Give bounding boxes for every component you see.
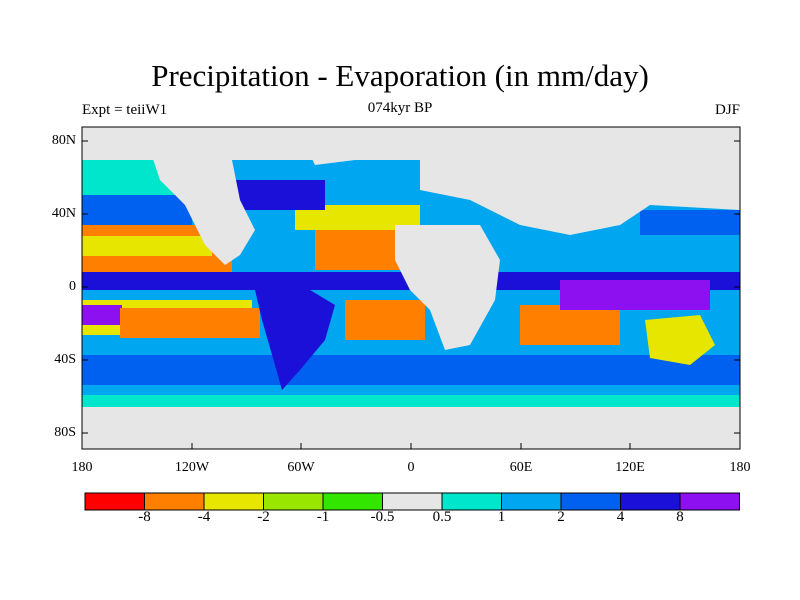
north-america-land — [150, 150, 255, 265]
colorbar-box — [84, 492, 145, 511]
colorbar-box — [382, 492, 443, 511]
kuroshio-wet — [640, 210, 740, 235]
colorbar-box — [620, 492, 681, 511]
lat-tick-label: 80S — [54, 425, 76, 440]
colorbar-label: -8 — [138, 509, 151, 525]
lon-tick-label: 60W — [287, 460, 315, 475]
australia-land — [645, 315, 715, 365]
indian-ocean-dry — [520, 305, 620, 345]
southern-storm-track — [82, 355, 740, 385]
lon-tick-label: 180 — [71, 460, 93, 475]
colorbar-box — [560, 492, 621, 511]
colorbar-label: 4 — [616, 509, 625, 525]
page-title: Precipitation - Evaporation (in mm/day) — [151, 58, 649, 93]
antarctica-region — [82, 405, 740, 449]
south-pacific-core — [120, 308, 260, 338]
map-field — [82, 127, 740, 449]
colorbar-box — [501, 492, 562, 511]
colorbar-box — [144, 492, 205, 511]
eurasia-land — [420, 150, 740, 235]
colorbar-label: 0.5 — [432, 509, 452, 525]
colorbar-label: -0.5 — [370, 509, 395, 525]
lat-tick-marks — [82, 140, 740, 434]
maritime-continent-wet — [560, 280, 710, 310]
colorbar-label: 1 — [497, 509, 506, 525]
greenland-land — [300, 135, 360, 165]
lon-tick-label: 120W — [174, 460, 210, 475]
colorbar-label: 2 — [557, 509, 565, 525]
colorbar-label: -2 — [257, 509, 270, 525]
colorbar-box — [679, 492, 740, 511]
west-pacific-wet — [82, 305, 122, 325]
lat-tick-label: 40N — [51, 206, 76, 221]
lat-tick-label: 80N — [51, 133, 76, 148]
gulf-stream-wet — [235, 180, 325, 210]
lon-tick-marks — [81, 443, 741, 449]
north-pacific-storm — [82, 195, 192, 225]
africa-land — [395, 225, 500, 350]
colorbar-box — [263, 492, 324, 511]
colorbar — [84, 492, 740, 511]
period-label: 074kyr BP — [367, 100, 433, 116]
colorbar-box — [203, 492, 264, 511]
pacific-dry-core — [82, 236, 212, 256]
colorbar-label: -1 — [316, 509, 330, 525]
south-america-land — [255, 290, 335, 390]
lon-tick-label: 180 — [729, 460, 751, 475]
experiment-label: Expt = teiiW1 — [82, 102, 168, 118]
season-label: DJF — [714, 102, 740, 118]
colorbar-box — [441, 492, 502, 511]
lat-tick-label: 0 — [69, 279, 76, 294]
south-atlantic-dry — [345, 300, 425, 340]
southern-ocean-band — [82, 395, 740, 407]
lon-tick-label: 120E — [615, 460, 645, 475]
colorbar-label: -4 — [197, 509, 211, 525]
colorbar-box — [322, 492, 383, 511]
lat-tick-label: 40S — [54, 352, 76, 367]
colorbar-label: 8 — [676, 509, 684, 525]
lon-tick-label: 0 — [407, 460, 415, 475]
lon-tick-label: 60E — [509, 460, 533, 475]
